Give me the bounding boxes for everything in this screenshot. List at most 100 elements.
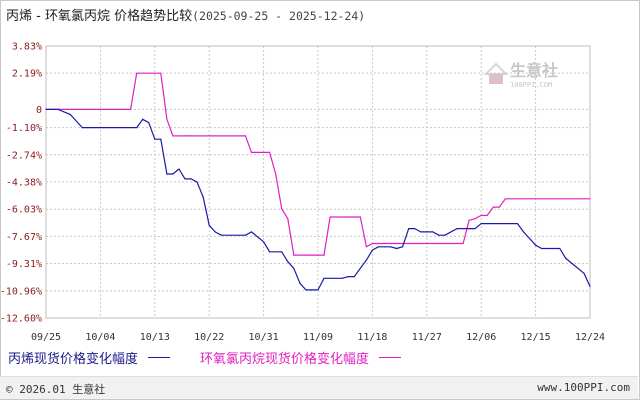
data-point-epichlorohydrin <box>359 216 361 218</box>
data-point-propylene <box>396 247 398 250</box>
chart-title-range: (2025-09-25 - 2025-12-24) <box>192 9 366 23</box>
data-point-propylene <box>329 277 331 279</box>
data-point-epichlorohydrin <box>474 218 476 220</box>
data-point-propylene <box>81 127 83 129</box>
x-tick-label: 12/06 <box>466 332 496 343</box>
x-tick-label: 09/25 <box>31 332 61 343</box>
data-point-propylene <box>341 277 343 279</box>
data-point-propylene <box>220 234 222 236</box>
data-point-propylene <box>541 247 543 250</box>
data-point-epichlorohydrin <box>305 254 307 256</box>
x-tick-label: 12/24 <box>575 332 605 343</box>
y-tick-label: -6.03% <box>6 205 42 216</box>
data-point-propylene <box>444 234 446 236</box>
data-point-propylene <box>184 178 186 180</box>
data-point-propylene <box>468 228 470 230</box>
data-point-epichlorohydrin <box>353 216 355 218</box>
data-point-propylene <box>250 231 253 233</box>
data-point-propylene <box>516 223 519 225</box>
data-point-epichlorohydrin <box>480 214 482 216</box>
svg-text:100PPI.COM: 100PPI.COM <box>510 81 552 89</box>
data-point-propylene <box>69 113 71 115</box>
data-point-propylene <box>263 241 265 243</box>
data-point-propylene <box>559 247 561 250</box>
data-point-propylene <box>432 231 434 233</box>
series-line-epichlorohydrin <box>46 72 590 256</box>
y-tick-label: -12.60% <box>0 314 42 325</box>
data-point-epichlorohydrin <box>383 242 386 245</box>
legend-label-epichlorohydrin: 环氧氯丙烷现货价格变化幅度 <box>200 352 370 367</box>
data-point-propylene <box>480 223 482 225</box>
data-point-epichlorohydrin <box>426 242 428 245</box>
data-point-epichlorohydrin <box>81 108 83 110</box>
data-point-propylene <box>154 138 156 140</box>
data-point-propylene <box>420 231 422 233</box>
data-point-epichlorohydrin <box>462 242 464 245</box>
data-point-propylene <box>148 122 150 124</box>
data-point-propylene <box>522 231 525 233</box>
data-point-epichlorohydrin <box>365 246 367 248</box>
data-point-propylene <box>317 289 319 291</box>
data-point-epichlorohydrin <box>371 242 373 245</box>
data-point-epichlorohydrin <box>160 72 162 74</box>
y-tick-label: 3.83% <box>12 42 42 53</box>
data-point-propylene <box>45 108 47 110</box>
data-point-epichlorohydrin <box>323 254 325 256</box>
chart-title-main: 丙烯 - 环氧氯丙烷 价格趋势比较 <box>6 9 193 24</box>
data-point-propylene <box>347 276 349 278</box>
data-point-propylene <box>583 272 585 274</box>
chart-legend: 丙烯现货价格变化幅度 环氧氯丙烷现货价格变化幅度 <box>8 348 431 367</box>
data-point-propylene <box>438 234 440 236</box>
x-tick-label: 10/31 <box>249 332 279 343</box>
data-point-epichlorohydrin <box>468 219 470 221</box>
data-point-propylene <box>172 173 174 175</box>
data-point-propylene <box>293 267 295 269</box>
footer-copyright: © 2026.01 生意社 <box>6 383 106 396</box>
data-point-propylene <box>299 282 301 284</box>
x-tick-label: 10/04 <box>85 332 115 343</box>
plot-area-border <box>45 45 591 319</box>
data-point-epichlorohydrin <box>516 198 519 200</box>
x-tick-label: 11/09 <box>303 332 333 343</box>
data-point-epichlorohydrin <box>184 135 186 137</box>
data-point-propylene <box>359 267 361 269</box>
footer-link[interactable]: www.100PPI.com <box>537 381 630 394</box>
legend-item-epichlorohydrin: 环氧氯丙烷现货价格变化幅度 <box>200 348 402 367</box>
data-point-epichlorohydrin <box>589 198 591 200</box>
legend-swatch-propylene <box>148 357 171 358</box>
data-point-propylene <box>269 251 271 253</box>
data-point-epichlorohydrin <box>269 151 271 153</box>
data-point-propylene <box>142 118 144 120</box>
x-tick-label: 12/15 <box>521 332 551 343</box>
data-point-propylene <box>589 285 591 288</box>
data-point-propylene <box>208 224 210 226</box>
data-point-epichlorohydrin <box>498 206 500 208</box>
data-point-epichlorohydrin <box>311 254 313 256</box>
y-tick-label: 2.19% <box>12 69 42 80</box>
data-point-propylene <box>408 228 410 230</box>
data-point-epichlorohydrin <box>172 135 174 137</box>
data-point-epichlorohydrin <box>275 173 277 175</box>
data-point-epichlorohydrin <box>250 151 253 153</box>
data-point-propylene <box>57 108 59 110</box>
data-point-propylene <box>504 223 506 225</box>
data-point-epichlorohydrin <box>486 214 488 216</box>
data-point-epichlorohydrin <box>317 254 319 256</box>
data-point-epichlorohydrin <box>130 108 132 110</box>
watermark-logo: 生意社 100PPI.COM <box>483 61 558 89</box>
x-tick-label: 10/13 <box>140 332 170 343</box>
data-point-epichlorohydrin <box>281 208 283 210</box>
data-point-propylene <box>414 228 416 230</box>
data-point-propylene <box>160 138 162 140</box>
data-point-epichlorohydrin <box>492 206 494 208</box>
data-point-propylene <box>166 173 168 175</box>
data-point-propylene <box>383 246 386 248</box>
data-point-propylene <box>190 178 192 180</box>
data-point-propylene <box>389 246 392 248</box>
data-point-propylene <box>535 244 537 246</box>
data-point-propylene <box>281 251 283 253</box>
data-point-propylene <box>244 234 247 236</box>
data-point-epichlorohydrin <box>244 135 247 137</box>
